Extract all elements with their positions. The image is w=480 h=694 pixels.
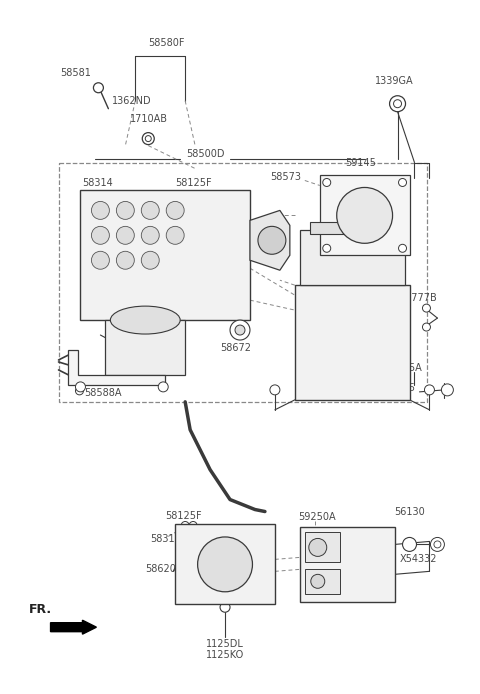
Text: 58672: 58672	[220, 343, 251, 353]
Text: 58531A: 58531A	[355, 238, 392, 248]
Ellipse shape	[198, 537, 252, 592]
Circle shape	[75, 387, 84, 395]
Circle shape	[309, 539, 327, 557]
Circle shape	[323, 178, 331, 187]
Circle shape	[116, 251, 134, 269]
Text: 56130: 56130	[395, 507, 425, 516]
Text: 1710AB: 1710AB	[130, 114, 168, 124]
Bar	[320, 176, 409, 255]
Text: 21722C: 21722C	[115, 342, 153, 352]
Text: X54332: X54332	[399, 555, 437, 564]
Bar	[300, 230, 405, 285]
Bar	[295, 285, 409, 400]
Text: 58500D: 58500D	[186, 149, 224, 158]
Text: FR.: FR.	[29, 603, 52, 616]
Circle shape	[142, 133, 154, 144]
Circle shape	[422, 304, 431, 312]
Text: 58314: 58314	[150, 534, 181, 544]
Polygon shape	[69, 350, 165, 385]
Circle shape	[141, 226, 159, 244]
Circle shape	[230, 320, 250, 340]
Circle shape	[101, 192, 111, 201]
Circle shape	[163, 192, 173, 201]
Circle shape	[394, 100, 402, 108]
Text: 1339GA: 1339GA	[374, 76, 413, 86]
Circle shape	[166, 226, 184, 244]
Circle shape	[104, 194, 109, 199]
Bar	[106, 320, 185, 375]
Circle shape	[398, 178, 407, 187]
Text: 58511A: 58511A	[300, 365, 337, 375]
Text: 58588A: 58588A	[84, 388, 122, 398]
Bar	[305, 532, 340, 562]
Circle shape	[235, 325, 245, 335]
Text: 1125DL: 1125DL	[206, 639, 244, 649]
Circle shape	[424, 385, 434, 395]
Text: 58314: 58314	[83, 178, 113, 189]
Text: 58125F: 58125F	[175, 178, 212, 189]
Bar	[305, 569, 340, 594]
Circle shape	[220, 602, 230, 612]
Circle shape	[434, 541, 441, 548]
Circle shape	[442, 384, 454, 396]
Circle shape	[158, 382, 168, 392]
Circle shape	[141, 201, 159, 219]
Circle shape	[323, 244, 331, 253]
Text: 58535: 58535	[384, 383, 416, 393]
Text: 58620B: 58620B	[145, 564, 183, 575]
Circle shape	[403, 537, 417, 552]
Circle shape	[431, 537, 444, 552]
Circle shape	[422, 323, 431, 331]
Circle shape	[91, 251, 109, 269]
Bar	[310, 222, 360, 235]
Circle shape	[390, 96, 406, 112]
Circle shape	[270, 385, 280, 395]
Text: 59250A: 59250A	[298, 511, 336, 521]
Circle shape	[91, 201, 109, 219]
Bar	[59, 162, 428, 402]
Circle shape	[141, 251, 159, 269]
Text: 58580F: 58580F	[148, 38, 185, 48]
Circle shape	[258, 226, 286, 254]
Text: 58573: 58573	[270, 173, 301, 183]
Circle shape	[75, 382, 85, 392]
Polygon shape	[250, 210, 290, 270]
Circle shape	[166, 201, 184, 219]
Text: 59145: 59145	[345, 158, 375, 167]
Bar	[300, 527, 395, 602]
Text: 43777B: 43777B	[399, 293, 437, 303]
Circle shape	[116, 201, 134, 219]
Circle shape	[189, 521, 197, 530]
Bar	[175, 525, 275, 604]
Text: 1362ND: 1362ND	[112, 96, 152, 105]
Circle shape	[94, 83, 103, 93]
Text: 1125KO: 1125KO	[206, 650, 244, 660]
Text: 58581: 58581	[60, 68, 91, 78]
Circle shape	[336, 187, 393, 244]
FancyArrow shape	[50, 620, 96, 634]
Circle shape	[166, 194, 171, 199]
Text: 58525A: 58525A	[384, 363, 422, 373]
Circle shape	[398, 244, 407, 253]
Ellipse shape	[110, 306, 180, 334]
Circle shape	[181, 521, 189, 530]
Bar	[81, 190, 250, 320]
Circle shape	[311, 575, 325, 589]
Circle shape	[145, 135, 151, 142]
Circle shape	[116, 226, 134, 244]
Circle shape	[91, 226, 109, 244]
Text: 58125F: 58125F	[165, 511, 202, 520]
